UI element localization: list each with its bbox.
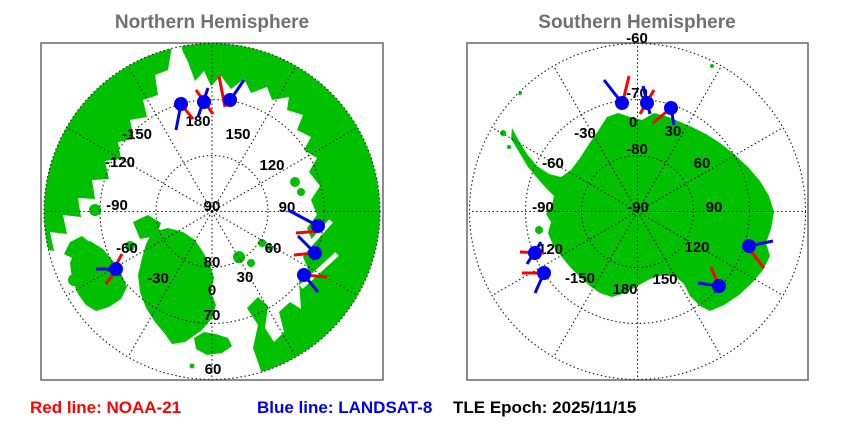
- south-graticule: [468, 42, 807, 381]
- graticule-label: -120: [105, 154, 135, 171]
- baffin-island: [70, 241, 127, 311]
- antarctic-islet-2: [500, 130, 506, 136]
- graticule-label: 90: [204, 198, 221, 215]
- meridian-line: [66, 127, 213, 212]
- graticule-label: 80: [204, 254, 221, 271]
- legend-blue-line-label: Blue line: LANDSAT-8: [257, 398, 432, 417]
- graticule-label: -30: [147, 270, 169, 287]
- graticule-label: 60: [265, 240, 282, 257]
- southampton-island: [68, 274, 80, 286]
- ellesmere-island: [133, 215, 161, 239]
- graticule-label: -80: [626, 141, 648, 158]
- iceland-landmass: [194, 332, 232, 355]
- franz-josef-island: [258, 239, 266, 247]
- graticule-label: 120: [259, 157, 284, 174]
- graticule-label: 120: [684, 239, 709, 256]
- meridian-line: [127, 211, 213, 358]
- meridian-line: [211, 65, 297, 212]
- meridian-line: [211, 211, 297, 358]
- meridian-line: [491, 127, 638, 212]
- latitude-circle: [580, 154, 695, 269]
- satellite-position-dot: [297, 268, 311, 282]
- meridian-line: [66, 211, 213, 296]
- graticule-label: 30: [237, 269, 254, 286]
- graticule-label: -60: [626, 30, 648, 47]
- franz-josef-islet: [267, 245, 273, 251]
- satellite-position-dot: [197, 95, 211, 109]
- satellite-position-dot: [615, 96, 629, 110]
- graticule-label: -30: [574, 125, 596, 142]
- satellite-position-dot: [537, 266, 551, 280]
- meridian-line: [553, 211, 638, 358]
- svalbard-islet: [247, 259, 255, 267]
- severnaya-zemlya-island: [290, 177, 300, 187]
- graticule-label: -60: [542, 155, 564, 172]
- graticule-label: 70: [204, 307, 221, 324]
- meridian-line: [637, 211, 722, 358]
- graticule-label: 60: [694, 155, 711, 172]
- graticule-label: -60: [116, 240, 138, 257]
- meridian-line: [211, 211, 358, 296]
- meridian-line: [127, 65, 213, 212]
- graticule-label: 30: [665, 123, 682, 140]
- latitude-circle: [468, 42, 807, 381]
- meridian-line: [637, 127, 784, 212]
- graticule-label: 90: [706, 199, 723, 216]
- latitude-circle: [43, 42, 381, 381]
- graticule-label: 150: [652, 271, 677, 288]
- graticule-label: -90: [627, 199, 649, 216]
- latitude-circle: [155, 154, 269, 269]
- meridian-line: [637, 211, 784, 296]
- satellite-position-dot: [528, 246, 542, 260]
- graticule-label: 0: [629, 114, 637, 131]
- satellite-position-dot: [664, 101, 678, 115]
- graticule-label: 180: [612, 281, 637, 298]
- satellite-position-dot: [311, 219, 325, 233]
- meridian-line: [211, 127, 358, 212]
- satellite-position-dot: [640, 96, 654, 110]
- satellite-position-dot: [308, 246, 322, 260]
- south-map: 030-3060-6090-90120-120150-150180-60-70-…: [468, 30, 807, 381]
- satellite-position-dot: [742, 239, 756, 253]
- satellite-position-dot: [174, 97, 188, 111]
- svalbard-island: [233, 251, 245, 263]
- victoria-island: [64, 236, 92, 260]
- barents-sea-channel: [299, 252, 339, 289]
- legend-red-line-label: Red line: NOAA-21: [30, 398, 181, 417]
- severnaya-zemlya-islet: [297, 188, 305, 196]
- meridian-line: [637, 65, 722, 212]
- devon-island: [125, 241, 135, 251]
- north-map-labels: 180150-150120-12090-9060-6030-3009080706…: [105, 113, 295, 378]
- graticule-label: 0: [208, 282, 216, 299]
- north-satellite-markers: [96, 75, 328, 293]
- noaa21-track-segment: [748, 249, 766, 269]
- antarctic-islet-3: [507, 145, 511, 149]
- satellite-position-dot: [109, 262, 123, 276]
- graticule-label: -150: [122, 126, 152, 143]
- banks-island: [89, 204, 101, 216]
- meridian-line: [491, 211, 638, 296]
- graticule-label: -150: [565, 270, 595, 287]
- atlantic-islet: [189, 363, 195, 369]
- meridian-line: [553, 65, 638, 212]
- antarctic-islet-4: [535, 226, 543, 234]
- graticule-label: 60: [205, 361, 222, 378]
- satellite-position-dot: [223, 93, 237, 107]
- antarctic-islet-5: [710, 64, 714, 68]
- north-hemisphere-title: Northern Hemisphere: [115, 12, 309, 33]
- graticule-label: -90: [532, 199, 554, 216]
- greenland-landmass: [138, 228, 216, 344]
- graticule-label: 150: [225, 126, 250, 143]
- south-satellite-markers: [519, 75, 774, 294]
- north-map: 180150-150120-12090-9060-6030-3009080706…: [43, 42, 381, 381]
- graticule-label: -90: [106, 197, 128, 214]
- south-hemisphere-title: Southern Hemisphere: [538, 12, 735, 33]
- north-graticule: [43, 42, 381, 381]
- satellite-position-dot: [712, 279, 726, 293]
- legend-tle-epoch-label: TLE Epoch: 2025/11/15: [453, 398, 636, 417]
- noaa21-track-segment: [115, 253, 124, 264]
